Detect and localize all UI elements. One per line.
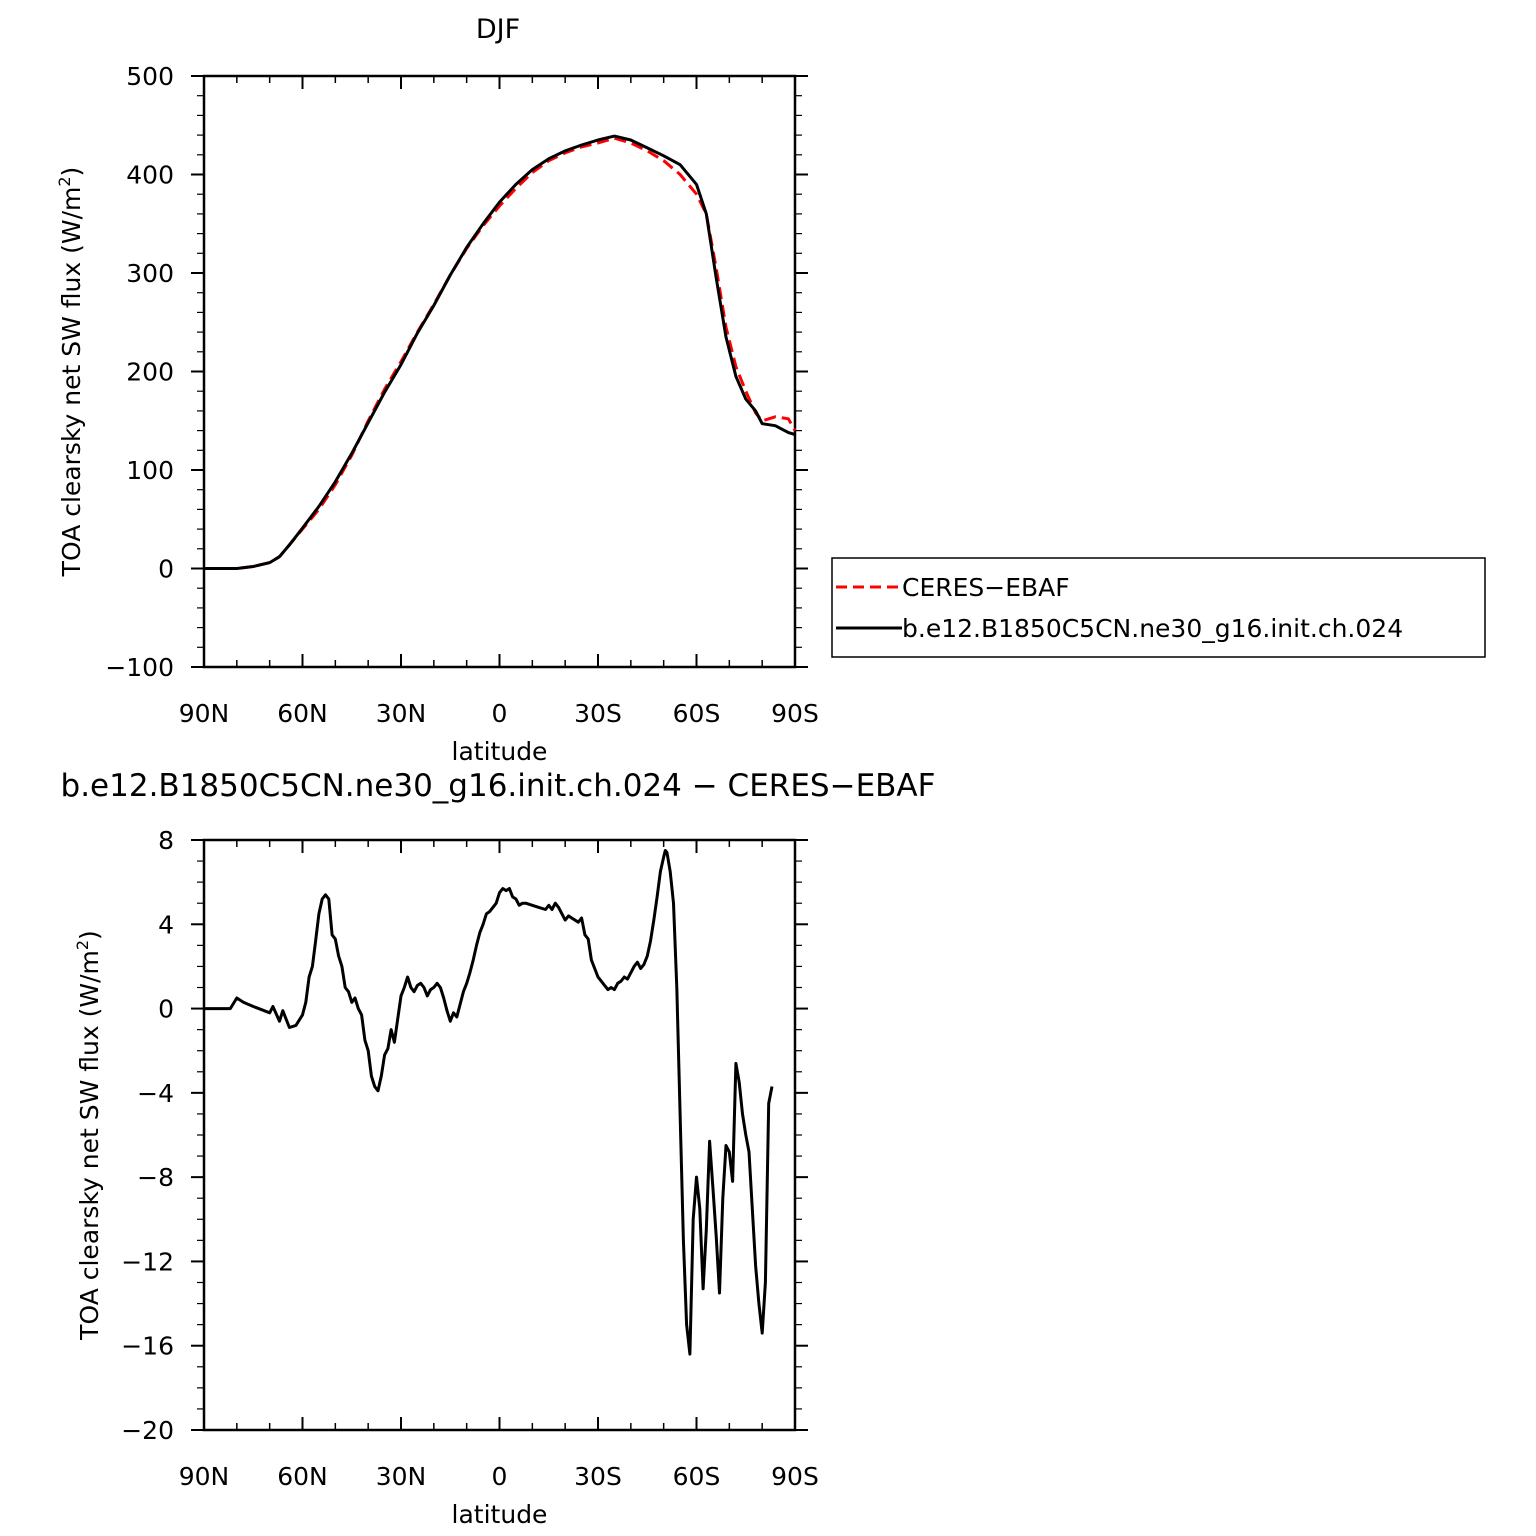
x-tick-label: 90N	[179, 699, 230, 728]
plot-frame	[202, 74, 797, 669]
x-tick-label: 90N	[179, 1462, 230, 1491]
x-tick-label: 60S	[673, 699, 721, 728]
y-tick-label: 300	[126, 259, 174, 288]
y-tick-label: 500	[126, 62, 174, 91]
y-axis-label: TOA clearsky net SW flux (W/m2)	[73, 930, 104, 1341]
y-axis-label: TOA clearsky net SW flux (W/m2)	[55, 167, 86, 578]
y-tick-label: −8	[137, 1163, 174, 1192]
y-tick-label: 400	[126, 161, 174, 190]
x-tick-label: 60N	[277, 1462, 328, 1491]
y-tick-label: −16	[121, 1332, 174, 1361]
y-tick-label: −4	[137, 1079, 174, 1108]
x-tick-label: 30S	[574, 699, 622, 728]
legend-label-ceres: CERES−EBAF	[902, 573, 1070, 602]
y-tick-label: −12	[121, 1247, 174, 1276]
x-tick-label: 30S	[574, 1462, 622, 1491]
x-tick-label: 60N	[277, 699, 328, 728]
y-tick-label: 0	[158, 555, 174, 584]
series-line-0-1	[204, 134, 796, 570]
chart-title: b.e12.B1850C5CN.ne30_g16.init.ch.024 − C…	[61, 768, 936, 804]
legend-label-model: b.e12.B1850C5CN.ne30_g16.init.ch.024	[902, 614, 1403, 643]
x-tick-label: 90S	[771, 699, 819, 728]
y-tick-label: 8	[158, 826, 174, 855]
y-tick-label: 100	[126, 456, 174, 485]
y-tick-label: −100	[105, 653, 174, 682]
x-tick-label: 0	[492, 699, 508, 728]
legend-box	[831, 557, 1486, 658]
y-tick-label: 0	[158, 995, 174, 1024]
top-panel-chart: DJF 90N 60N 30N 0 30S 60S 90S 500 400 300 200 100 0 −1…	[55, 14, 819, 766]
x-tick-label: 30N	[376, 1462, 427, 1491]
chart-title: DJF	[476, 14, 520, 45]
y-tick-label: 200	[126, 358, 174, 387]
x-tick-label: 60S	[673, 1462, 721, 1491]
x-axis-label: latitude	[452, 1500, 548, 1529]
y-tick-label: 4	[158, 910, 174, 939]
series-line-1-0	[204, 849, 774, 1356]
x-tick-label: 30N	[376, 699, 427, 728]
plot-frame	[202, 838, 797, 1432]
x-axis-label: latitude	[452, 737, 548, 766]
bottom-panel-chart: b.e12.B1850C5CN.ne30_g16.init.ch.024 − C…	[61, 768, 936, 1529]
y-tick-label: −20	[121, 1416, 174, 1445]
x-tick-label: 0	[492, 1462, 508, 1491]
x-tick-label: 90S	[771, 1462, 819, 1491]
legend: CERES−EBAF b.e12.B1850C5CN.ne30_g16.init…	[831, 557, 1486, 658]
